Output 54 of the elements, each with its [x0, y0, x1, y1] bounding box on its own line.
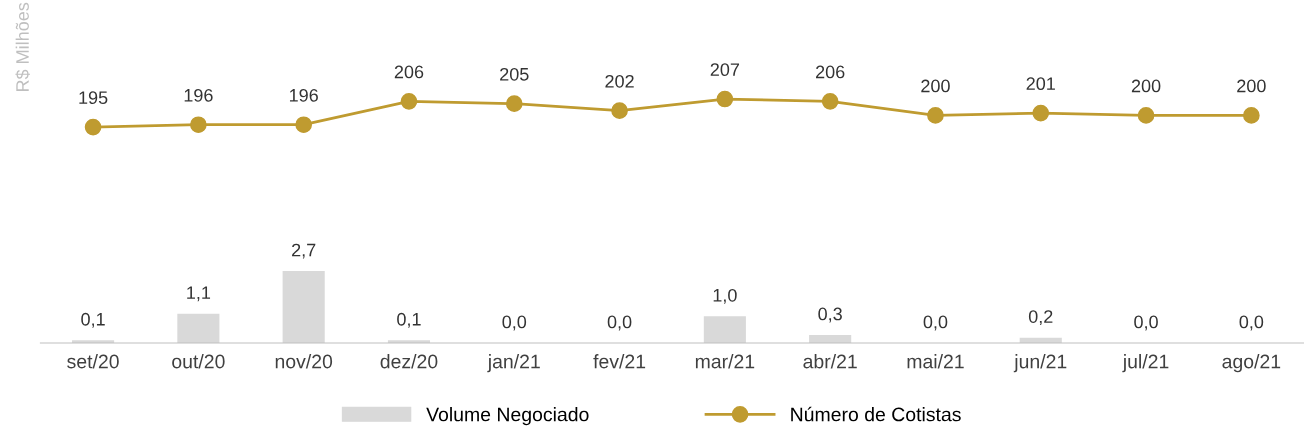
x-tick-label: jan/21: [487, 354, 540, 373]
point: [1243, 107, 1260, 124]
x-tick-label: dez/20: [380, 354, 438, 369]
x-tick-label: jul/21: [1122, 354, 1169, 373]
data-label: 196: [184, 88, 213, 102]
data-label: 200: [921, 79, 950, 93]
data-label: 206: [394, 65, 424, 79]
x-tick-label: out/20: [172, 354, 225, 369]
x-tick-label: mar/21: [695, 354, 755, 369]
data-label: 200: [1237, 79, 1266, 93]
point: [821, 93, 839, 110]
data-label: 0,0: [923, 315, 948, 331]
x-tick-label: fev/21: [593, 354, 646, 369]
legend-label: Volume Negociado: [426, 407, 589, 426]
data-label: 0,2: [1028, 310, 1053, 326]
point: [505, 95, 523, 113]
legend-label: Número de Cotistas: [791, 406, 961, 422]
data-label: 1,1: [187, 286, 211, 302]
x-tick-label: set/20: [67, 354, 119, 369]
data-label: 195: [79, 91, 108, 105]
data-label: 206: [816, 65, 845, 79]
data-label: 0,3: [818, 307, 842, 323]
point: [400, 93, 418, 110]
data-label: 196: [289, 88, 318, 102]
data-label: 0,0: [1239, 315, 1264, 331]
data-label: 201: [1026, 77, 1055, 91]
point: [1137, 107, 1155, 124]
point: [927, 107, 944, 124]
data-label: 2,7: [292, 243, 316, 259]
point: [295, 116, 313, 134]
bar: [282, 271, 325, 343]
data-label: 205: [500, 67, 529, 81]
point: [190, 116, 207, 134]
data-label: 0,0: [502, 315, 527, 331]
data-label: 0,0: [607, 315, 632, 331]
bar: [703, 316, 746, 343]
x-tick-label: mai/21: [907, 354, 964, 369]
data-label: 0,1: [397, 312, 421, 328]
data-label: 1,0: [713, 288, 737, 304]
x-tick-label: jun/21: [1013, 354, 1067, 373]
x-tick-label: abr/21: [803, 354, 857, 369]
data-label: 0,1: [81, 312, 105, 328]
point: [611, 102, 628, 120]
point: [1032, 104, 1050, 122]
x-tick-label: ago/21: [1222, 354, 1281, 373]
data-label: 207: [710, 63, 740, 77]
data-label: 202: [605, 74, 634, 88]
bar: [177, 313, 220, 343]
point: [84, 118, 102, 136]
data-label: 0,0: [1134, 315, 1158, 331]
data-label: 200: [1131, 79, 1161, 93]
point: [716, 90, 734, 108]
text: R$ Milhões: [15, 2, 30, 91]
x-tick-label: nov/20: [275, 354, 333, 369]
